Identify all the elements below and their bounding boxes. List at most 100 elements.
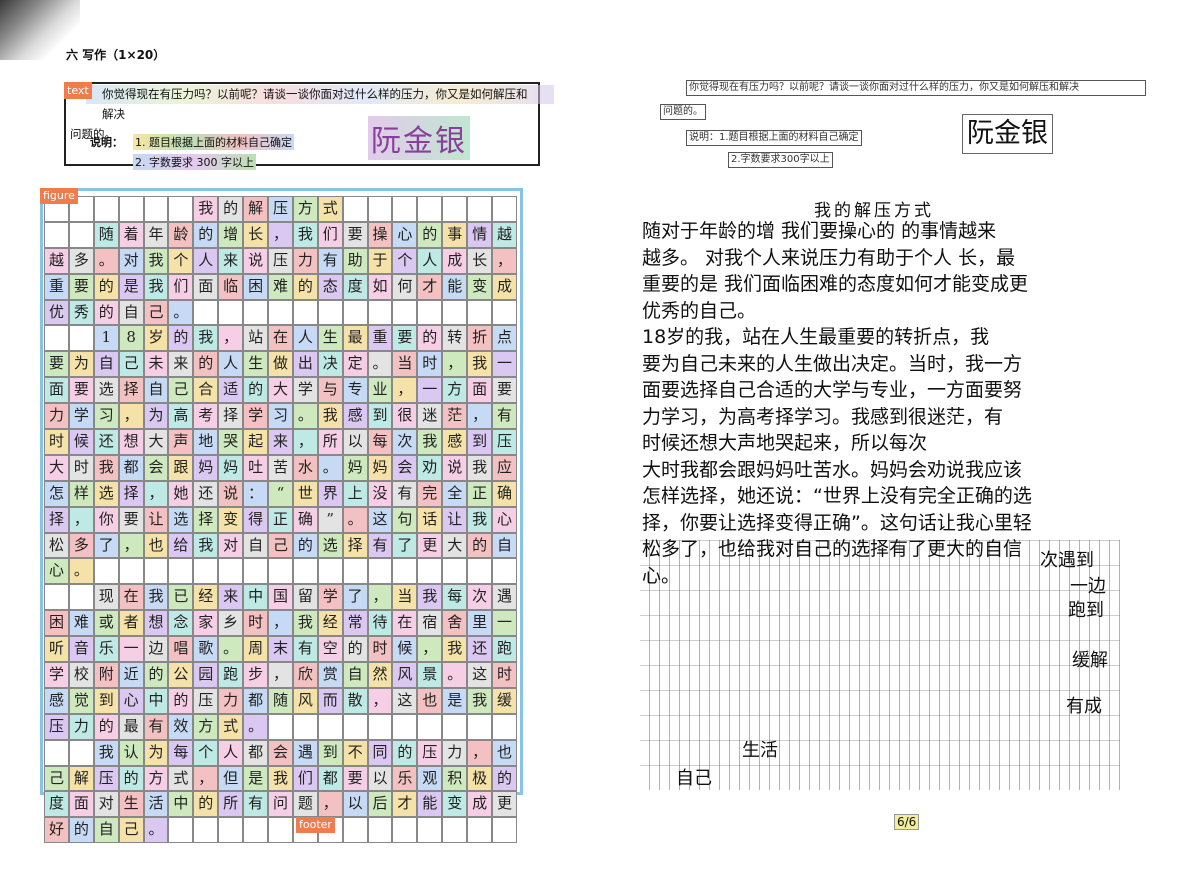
grid-cell: 劝 xyxy=(417,454,443,481)
grid-cell: ， xyxy=(417,636,443,663)
grid-cell: 确 xyxy=(492,480,517,507)
grid-cell: 择 xyxy=(193,506,219,533)
grid-cell xyxy=(118,558,144,585)
grid-cell: 专 xyxy=(342,377,368,404)
grid-cell: 周 xyxy=(243,636,269,663)
grid-cell xyxy=(44,221,69,248)
grid-cell: 1 xyxy=(93,325,119,352)
grid-cell xyxy=(367,558,393,585)
grid-cell: ， xyxy=(218,325,244,352)
grid-cell xyxy=(367,713,393,740)
grid-cell xyxy=(168,817,194,844)
grid-cell: ， xyxy=(467,403,493,430)
grid-cell xyxy=(442,558,468,585)
grid-cell: 来 xyxy=(218,584,244,611)
grid-cell: 水 xyxy=(292,454,318,481)
grid-cell: 经 xyxy=(317,610,343,637)
grid-cell: 大 xyxy=(143,429,169,455)
grid-cell: 边 xyxy=(143,636,169,663)
ocr-prompt-line-2: 问题的。 xyxy=(660,104,706,120)
grid-cell: 增 xyxy=(218,221,244,248)
grid-cell: 大 xyxy=(268,377,293,404)
grid-cell: 式 xyxy=(168,765,194,792)
grid-cell: 岁 xyxy=(143,325,169,352)
grid-cell: 压 xyxy=(44,713,69,740)
grid-cell: 个 xyxy=(392,247,418,274)
grid-cell: 感 xyxy=(442,429,468,455)
grid-cell: 择 xyxy=(342,532,368,559)
grid-cell: 苦 xyxy=(268,454,293,481)
grid-cell: 。 xyxy=(168,299,194,326)
grid-cell: 听 xyxy=(44,636,69,663)
grid-cell: ， xyxy=(442,351,468,378)
grid-cell: 每 xyxy=(442,584,468,611)
grid-cell: 随 xyxy=(93,221,119,248)
grid-cell: 。 xyxy=(218,636,244,663)
grid-cell: 以 xyxy=(342,791,368,818)
grid-cell: 在 xyxy=(118,584,144,611)
grid-cell: 我 xyxy=(442,636,468,663)
grid-cell: 了 xyxy=(93,532,119,559)
grid-cell: 次 xyxy=(467,584,493,611)
grid-cell: 力 xyxy=(292,247,318,274)
grid-cell: 的 xyxy=(218,196,244,222)
grid-cell: 压 xyxy=(93,765,119,792)
grid-cell: 的 xyxy=(417,325,443,352)
grid-cell xyxy=(168,558,194,585)
grid-cell: 解 xyxy=(68,765,94,792)
grid-cell: 。 xyxy=(292,403,318,430)
grid-cell: 龄 xyxy=(168,221,194,248)
grid-cell: 在 xyxy=(392,610,418,637)
grid-cell: 对 xyxy=(118,247,144,274)
grid-cell: 跑 xyxy=(492,636,517,663)
grid-cell: 临 xyxy=(218,273,244,300)
grid-cell: 到 xyxy=(367,403,393,430)
grid-cell: 得 xyxy=(243,506,269,533)
grid-cell xyxy=(342,817,368,844)
grid-cell xyxy=(292,558,318,585)
grid-cell: 也 xyxy=(492,739,517,766)
grid-cell: 高 xyxy=(168,403,194,430)
grid-cell: 句 xyxy=(392,506,418,533)
grid-cell: ， xyxy=(367,584,393,611)
grid-cell: 己 xyxy=(268,532,293,559)
grid-cell xyxy=(417,299,443,326)
grid-cell xyxy=(467,196,493,222)
grid-cell: 成 xyxy=(442,247,468,274)
grid-cell: 学 xyxy=(44,662,69,688)
ocr-fragment: 缓解 xyxy=(1072,650,1108,671)
scan-edge-artifact xyxy=(0,0,80,60)
grid-cell: 是 xyxy=(118,273,144,300)
grid-cell: 以 xyxy=(342,429,368,455)
grid-cell: 方 xyxy=(442,377,468,404)
grid-cell xyxy=(442,196,468,222)
grid-cell: 给 xyxy=(168,532,194,559)
grid-cell: 起 xyxy=(243,429,269,455)
grid-cell: 我 xyxy=(193,532,219,559)
grid-cell: 留 xyxy=(292,584,318,611)
grid-cell: 为 xyxy=(143,739,169,766)
grid-cell: 在 xyxy=(268,325,293,352)
grid-cell: 地 xyxy=(193,429,219,455)
grid-cell: 感 xyxy=(44,687,69,714)
grid-cell: 极 xyxy=(467,765,493,792)
grid-cell: 生 xyxy=(243,351,269,378)
grid-cell: 乐 xyxy=(93,636,119,663)
grid-cell: 景 xyxy=(417,662,443,688)
grid-cell: ， xyxy=(367,687,393,714)
grid-cell: 方 xyxy=(143,765,169,792)
grid-cell: 校 xyxy=(68,662,94,688)
grid-cell: 。 xyxy=(367,351,393,378)
grid-cell: 决 xyxy=(317,351,343,378)
grid-cell xyxy=(243,299,269,326)
grid-cell: 是 xyxy=(243,765,269,792)
grid-cell: 公 xyxy=(168,662,194,688)
grid-cell: 的 xyxy=(93,299,119,326)
grid-cell: 到 xyxy=(93,687,119,714)
grid-cell: 歌 xyxy=(193,636,219,663)
grid-cell: 正 xyxy=(268,506,293,533)
grid-cell: 困 xyxy=(44,610,69,637)
grid-cell: 时 xyxy=(367,636,393,663)
grid-cell: 的 xyxy=(93,713,119,740)
grid-cell: 解 xyxy=(243,196,269,222)
